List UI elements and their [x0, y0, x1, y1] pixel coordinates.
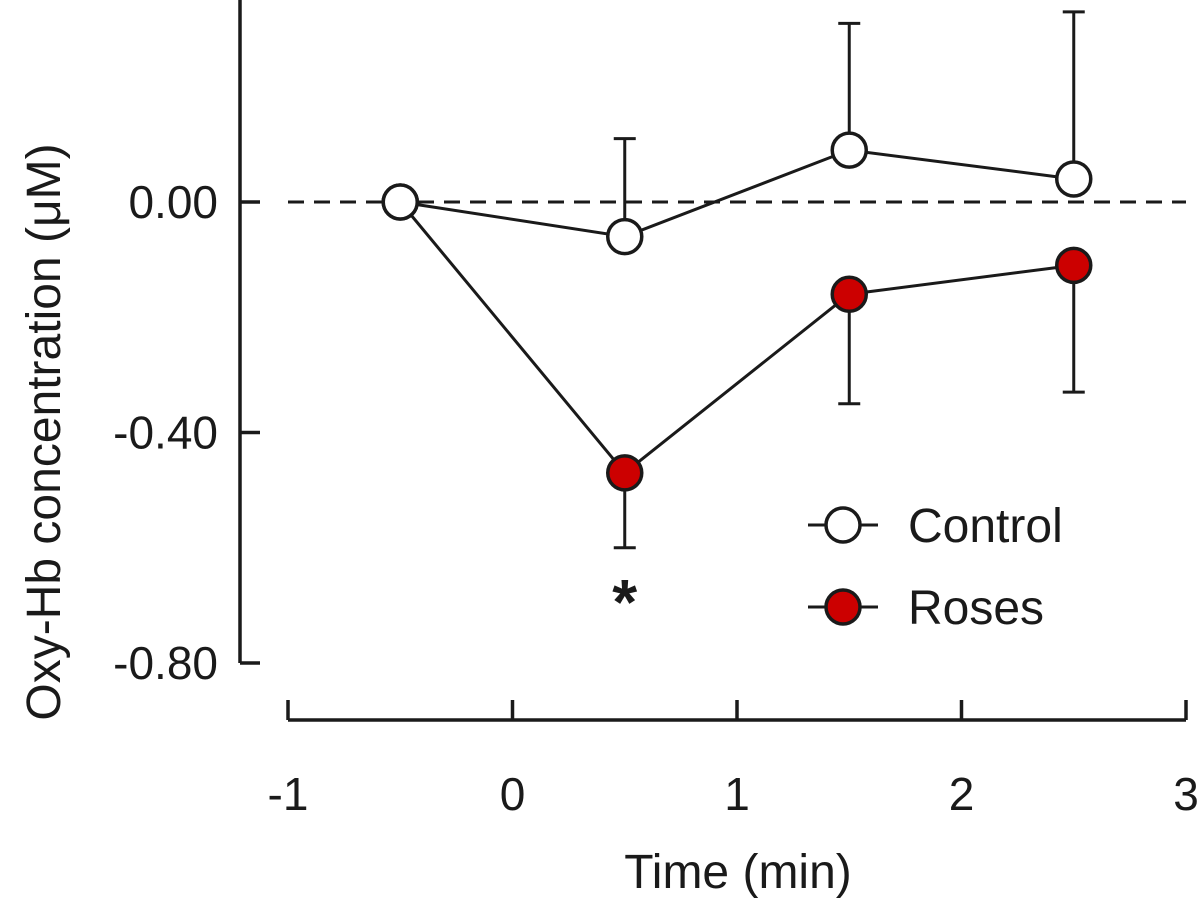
tick-labels: 0.00 -0.40 -0.80 -1 0 1 2 3 [113, 176, 1199, 820]
point-roses-3 [1055, 246, 1093, 285]
point-control-2 [830, 131, 868, 169]
y-tick-label-1: -0.40 [113, 407, 218, 459]
axes [238, 0, 1188, 722]
y-tick-label-2: -0.80 [113, 637, 218, 689]
x-tick-label-3: 2 [949, 768, 975, 820]
series-lines [399, 148, 1074, 475]
data-points [381, 131, 1093, 492]
legend: Control Roses [808, 500, 1063, 635]
legend-label-roses: Roses [908, 582, 1044, 635]
point-control-0 [381, 183, 419, 221]
series-line-control [400, 148, 1074, 239]
series-line-roses [399, 201, 1074, 475]
point-roses-1 [606, 454, 644, 492]
x-tick-label-1: 0 [500, 768, 526, 820]
annotations: * [612, 566, 637, 638]
legend-marker-roses [824, 588, 862, 626]
x-tick-label-4: 3 [1173, 768, 1199, 820]
legend-marker-control [824, 506, 862, 544]
y-tick-label-0: 0.00 [128, 176, 218, 228]
point-control-3 [1055, 160, 1093, 198]
y-axis-label: Oxy-Hb concentration (μM) [18, 143, 71, 720]
x-axis-label: Time (min) [624, 846, 852, 899]
point-control-1 [606, 217, 644, 256]
significance-marker-0: * [612, 566, 637, 638]
legend-label-control: Control [908, 500, 1063, 553]
point-roses-2 [830, 275, 868, 313]
x-tick-label-0: -1 [268, 768, 309, 820]
x-tick-label-2: 1 [724, 768, 750, 820]
